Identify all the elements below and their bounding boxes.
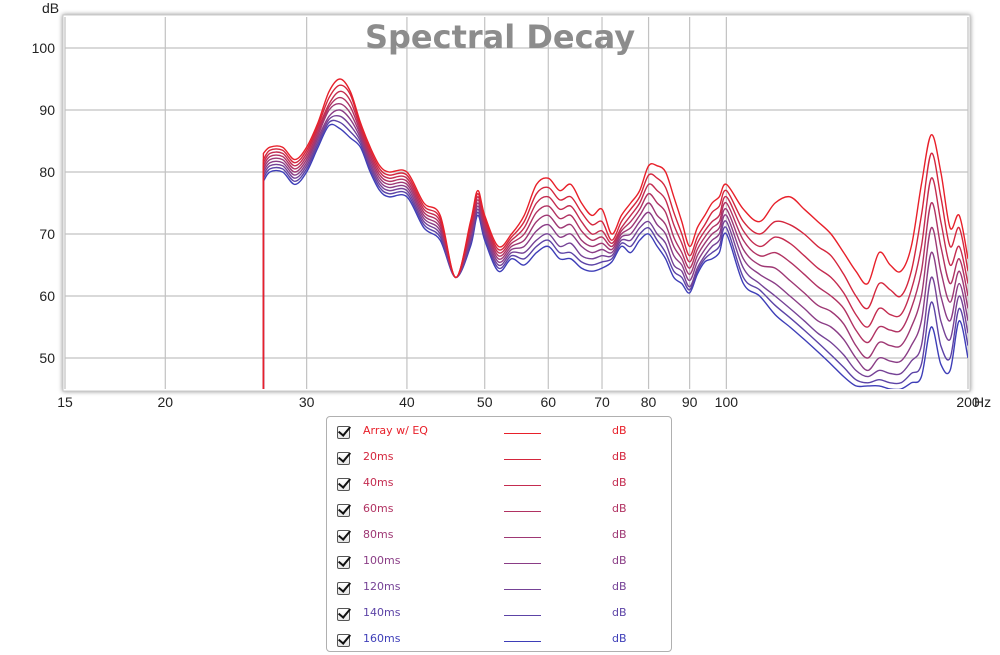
legend-checkbox[interactable] xyxy=(337,582,350,595)
x-tick-label: 100 xyxy=(715,394,739,410)
legend-series-name: 120ms xyxy=(363,580,401,593)
x-tick-label: 40 xyxy=(399,394,415,410)
legend: Array w/ EQ dB 20ms dB 40ms dB 60ms dB 80ms dB 100… xyxy=(326,416,672,652)
series-line-40ms xyxy=(262,90,968,389)
legend-checkbox[interactable] xyxy=(337,530,350,543)
legend-checkbox[interactable] xyxy=(337,556,350,569)
legend-checkbox[interactable] xyxy=(337,634,350,647)
series-line-60ms xyxy=(262,96,968,389)
legend-checkbox[interactable] xyxy=(337,478,350,491)
x-axis-unit: Hz xyxy=(974,394,991,410)
legend-line-swatch xyxy=(504,485,541,486)
legend-checkbox[interactable] xyxy=(337,452,350,465)
y-axis-label: dB xyxy=(42,0,59,16)
legend-unit: dB xyxy=(612,606,627,619)
legend-checkbox[interactable] xyxy=(337,608,350,621)
y-tick-label: 70 xyxy=(39,226,55,242)
legend-series-name: 60ms xyxy=(363,502,394,515)
legend-item-20ms: 20ms dB xyxy=(327,447,671,473)
plot-frame xyxy=(62,14,971,392)
legend-series-name: 140ms xyxy=(363,606,401,619)
legend-unit: dB xyxy=(612,528,627,541)
x-tick-label: 80 xyxy=(641,394,657,410)
series-line-20ms xyxy=(262,84,968,389)
legend-line-swatch xyxy=(504,589,541,590)
x-tick-label: 70 xyxy=(594,394,610,410)
series-line-array-w-eq xyxy=(262,78,968,389)
axes: 15 20 30 40 50 60 70 80 90 100 200 50 60 70 80 90 100 xyxy=(32,40,980,410)
legend-line-swatch xyxy=(504,537,541,538)
legend-checkbox[interactable] xyxy=(337,504,350,517)
plot-area xyxy=(262,78,968,389)
legend-unit: dB xyxy=(612,502,627,515)
legend-item-160ms: 160ms dB xyxy=(327,629,671,655)
x-tick-label: 90 xyxy=(682,394,698,410)
y-tick-label: 60 xyxy=(39,288,55,304)
legend-line-swatch xyxy=(504,511,541,512)
y-tick-label: 80 xyxy=(39,164,55,180)
legend-line-swatch xyxy=(504,615,541,616)
legend-series-name: Array w/ EQ xyxy=(363,424,428,437)
legend-line-swatch xyxy=(504,433,541,434)
series-line-120ms xyxy=(262,114,968,389)
series-line-100ms xyxy=(262,109,968,389)
legend-series-name: 40ms xyxy=(363,476,394,489)
legend-item-140ms: 140ms dB xyxy=(327,603,671,629)
x-tick-label: 60 xyxy=(540,394,556,410)
legend-item-array-w-eq: Array w/ EQ dB xyxy=(327,421,671,447)
x-tick-label: 15 xyxy=(57,394,73,410)
x-tick-label: 20 xyxy=(158,394,174,410)
legend-item-40ms: 40ms dB xyxy=(327,473,671,499)
legend-series-name: 160ms xyxy=(363,632,401,645)
legend-item-80ms: 80ms dB xyxy=(327,525,671,551)
x-tick-label: 50 xyxy=(477,394,493,410)
y-tick-label: 90 xyxy=(39,102,55,118)
legend-checkbox[interactable] xyxy=(337,426,350,439)
x-tick-label: 30 xyxy=(299,394,315,410)
legend-unit: dB xyxy=(612,554,627,567)
legend-unit: dB xyxy=(612,424,627,437)
y-tick-label: 50 xyxy=(39,350,55,366)
legend-unit: dB xyxy=(612,476,627,489)
legend-item-100ms: 100ms dB xyxy=(327,551,671,577)
legend-unit: dB xyxy=(612,632,627,645)
series-line-140ms xyxy=(262,119,968,389)
series-line-160ms xyxy=(262,123,968,389)
chart-title: Spectral Decay xyxy=(365,18,635,56)
series-line-80ms xyxy=(262,103,968,389)
legend-item-60ms: 60ms dB xyxy=(327,499,671,525)
legend-unit: dB xyxy=(612,580,627,593)
legend-line-swatch xyxy=(504,459,541,460)
legend-unit: dB xyxy=(612,450,627,463)
legend-line-swatch xyxy=(504,563,541,564)
legend-series-name: 20ms xyxy=(363,450,394,463)
y-tick-label: 100 xyxy=(32,40,56,56)
legend-series-name: 100ms xyxy=(363,554,401,567)
x-tick-label: 200 xyxy=(956,394,980,410)
legend-item-120ms: 120ms dB xyxy=(327,577,671,603)
legend-line-swatch xyxy=(504,641,541,642)
legend-series-name: 80ms xyxy=(363,528,394,541)
